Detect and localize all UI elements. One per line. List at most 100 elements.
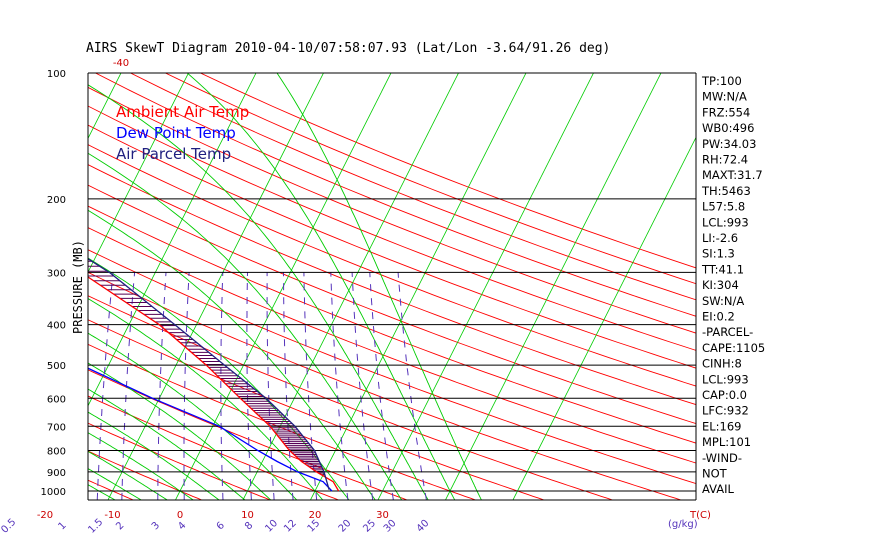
stability-index-entry: MPL:101	[702, 435, 751, 449]
isotherm	[445, 73, 662, 500]
dry-adiabat	[200, 73, 696, 269]
isotherm	[377, 73, 594, 500]
dry-adiabat	[88, 479, 134, 500]
mixing-ratio-tick-label: 1	[56, 520, 68, 532]
pressure-tick-label: 800	[47, 446, 66, 457]
pressure-tick-label: 1000	[41, 487, 66, 498]
mixing-ratio-unit: (g/kg)	[668, 519, 698, 530]
moist-adiabat	[88, 209, 376, 500]
dry-adiabat	[88, 86, 696, 334]
dry-adiabat	[88, 227, 696, 464]
stability-index-entry: TH:5463	[701, 184, 751, 198]
stability-index-entry: LCL:993	[702, 215, 749, 229]
moist-adiabat	[88, 152, 402, 500]
bottom-temp-tick-label: 20	[309, 510, 322, 521]
dry-adiabat	[88, 271, 681, 500]
moist-adiabat	[0, 64, 9, 500]
stability-index-entry: LFC:932	[702, 404, 749, 418]
y-axis-label: PRESSURE (MB)	[71, 240, 85, 334]
moist-adiabat	[0, 64, 35, 500]
mixing-ratio-line	[397, 272, 427, 500]
isotherm	[107, 73, 324, 500]
isotherm	[88, 73, 257, 407]
dry-adiabat	[88, 105, 696, 351]
dry-adiabat	[88, 343, 476, 500]
stability-index-entry: WB0:496	[702, 121, 754, 135]
top-temp-tick-label: -40	[113, 58, 129, 69]
mixing-ratio-tick-label: 20	[337, 518, 354, 535]
mixing-ratio-tick-label: 8	[243, 520, 255, 532]
moist-adiabat	[0, 64, 62, 500]
stability-index-entry: MAXT:31.7	[702, 168, 763, 182]
mixing-ratio-tick-label: 10	[263, 518, 280, 535]
moist-adiabat	[88, 432, 194, 500]
mixing-ratio-tick-label: 40	[415, 518, 432, 535]
dry-adiabat	[88, 205, 696, 444]
stability-index-entry: NOT	[702, 467, 728, 481]
stability-index-entry: L57:5.8	[702, 200, 745, 214]
stability-index-entry: SI:1.3	[702, 247, 735, 261]
stability-index-entry: TT:41.1	[701, 262, 744, 276]
mixing-ratio-tick-label: 4	[176, 520, 188, 532]
ambient-air-temp-legend: Ambient Air Temp	[116, 103, 249, 121]
dry-adiabat	[88, 249, 696, 485]
bottom-temp-tick-label: 30	[376, 510, 389, 521]
dew-point-temp-legend: Dew Point Temp	[116, 124, 236, 142]
mixing-ratio-tick-label: 3	[150, 520, 162, 532]
mixing-ratio-line	[220, 272, 224, 500]
stability-index-entry: FRZ:554	[702, 105, 750, 119]
stability-index-entry: CAPE:1105	[702, 341, 765, 355]
pressure-tick-label: 300	[47, 268, 66, 279]
pressure-tick-label: 500	[47, 361, 66, 372]
stability-index-entry: CINH:8	[702, 357, 742, 371]
isotherm	[88, 73, 122, 140]
mixing-ratio-line	[10, 272, 36, 500]
mixing-ratio-tick-label: 0.5	[0, 517, 18, 536]
mixing-ratio-line	[330, 272, 349, 500]
bottom-temp-tick-label: 10	[241, 510, 254, 521]
stability-index-entry: EL:169	[702, 419, 742, 433]
stability-index-entry: CAP:0.0	[702, 388, 747, 402]
moist-adiabat	[88, 298, 324, 500]
pressure-tick-label: 200	[47, 195, 66, 206]
dry-adiabat	[88, 124, 696, 369]
mixing-ratio-tick-label: 1.5	[86, 517, 105, 536]
bottom-temp-tick-label: 0	[177, 510, 183, 521]
moist-adiabat	[88, 411, 220, 500]
dry-adiabat	[88, 144, 696, 387]
bottom-temp-tick-label: -10	[104, 510, 120, 521]
moist-adiabat	[88, 484, 116, 500]
stability-index-entry: EI:0.2	[702, 310, 735, 324]
air-parcel-temp-line	[88, 258, 330, 490]
bottom-temp-unit: T(C)	[689, 510, 711, 521]
isotherm	[88, 73, 189, 273]
stability-index-entry: TP:100	[701, 74, 742, 88]
moist-adiabat	[186, 73, 456, 500]
dew-point-temp-line	[88, 367, 333, 492]
dry-adiabat	[130, 73, 696, 301]
dry-adiabat	[88, 184, 696, 425]
dry-adiabat	[88, 422, 271, 500]
moist-adiabat	[88, 450, 168, 500]
mixing-ratio-tick-label: 2	[114, 520, 126, 532]
isotherm	[512, 136, 696, 500]
isotherm	[310, 73, 527, 500]
stability-index-entry: AVAIL	[702, 482, 735, 496]
stability-index-entry: LCL:993	[702, 372, 749, 386]
air-parcel-temp-legend: Air Parcel Temp	[116, 145, 231, 163]
pressure-tick-label: 100	[47, 69, 66, 80]
dry-adiabat	[88, 450, 202, 500]
dry-adiabat	[165, 73, 696, 285]
moist-adiabat	[88, 84, 429, 500]
dry-adiabat	[88, 164, 696, 406]
pressure-tick-label: 700	[47, 422, 66, 433]
pressure-tick-label: 400	[47, 321, 66, 332]
dry-adiabat	[88, 295, 613, 500]
stability-index-entry: RH:72.4	[702, 153, 748, 167]
ambient-air-temp-line	[88, 276, 340, 492]
stability-index-entry: KI:304	[702, 278, 739, 292]
dry-adiabat	[95, 73, 696, 317]
dry-adiabat	[88, 395, 339, 500]
stability-index-entry: MW:N/A	[702, 90, 747, 104]
